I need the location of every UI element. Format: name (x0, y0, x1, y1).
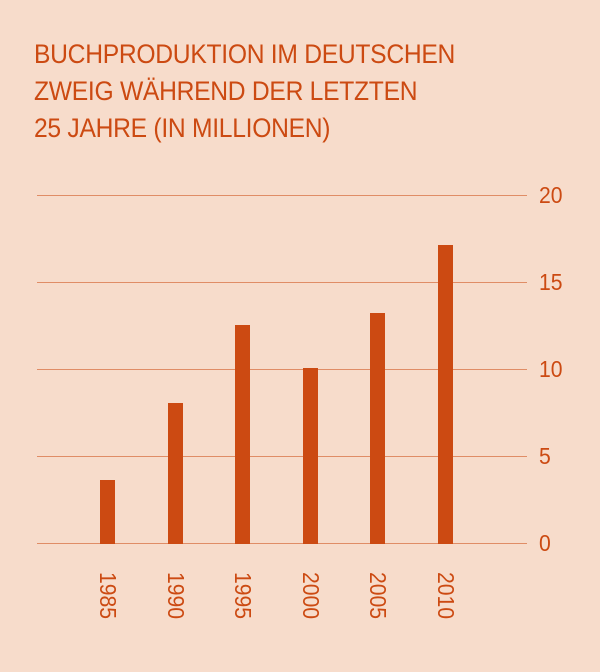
chart-title: BUCHPRODUKTION IM DEUTSCHEN ZWEIG WÄHREN… (34, 36, 455, 147)
chart-title-line-2: ZWEIG WÄHREND DER LETZTEN (34, 76, 418, 106)
x-tick-label-text: 2010 (432, 572, 459, 620)
gridline (37, 282, 527, 283)
gridline (37, 543, 527, 544)
y-tick-label: 0 (539, 530, 551, 556)
gridline (37, 456, 527, 457)
gridline (37, 369, 527, 370)
bar-1985 (100, 479, 115, 544)
x-tick-label-text: 2000 (297, 572, 324, 620)
bar-1995 (235, 324, 250, 544)
bar-2005 (370, 312, 385, 544)
y-tick-label: 5 (539, 443, 551, 469)
bar-2000 (302, 368, 318, 544)
y-tick-label: 15 (539, 269, 563, 295)
chart-title-line-3: 25 JAHRE (IN MILLIONEN) (34, 113, 331, 143)
chart-title-line-1: BUCHPRODUKTION IM DEUTSCHEN (34, 39, 456, 69)
x-tick-label-text: 2005 (365, 572, 391, 620)
x-tick-label-text: 1990 (162, 572, 189, 620)
y-tick-label: 20 (539, 182, 563, 208)
bar-2010 (437, 244, 453, 544)
y-tick-label: 10 (539, 356, 563, 382)
gridline (37, 195, 527, 196)
x-tick-label-text: 1985 (95, 572, 121, 620)
x-tick-label-text: 1995 (230, 572, 256, 620)
bar-1990 (167, 403, 183, 544)
